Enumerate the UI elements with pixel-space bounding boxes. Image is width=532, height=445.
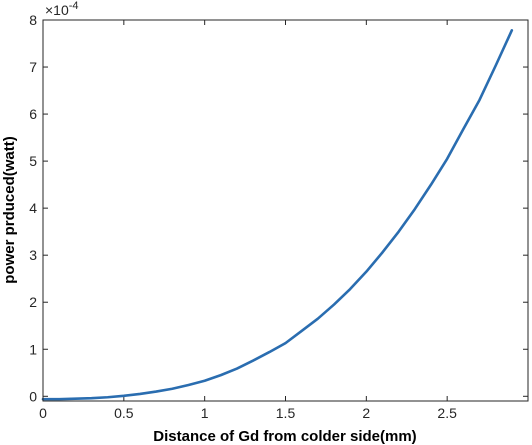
y-exponent-base: ×10: [45, 2, 69, 18]
y-tick-label: 5: [29, 153, 37, 169]
y-tick-label: 8: [29, 12, 37, 28]
x-tick-label: 0.5: [114, 405, 134, 421]
y-tick-label: 1: [29, 341, 37, 357]
plot-box: [42, 19, 529, 402]
x-tick-label: 0: [39, 405, 47, 421]
plot-area: [43, 20, 528, 401]
tick-labels: 0 0.5 1 1.5 2 2.5 0 1 2 3 4 5 6 7 8: [29, 12, 457, 421]
y-tick-label: 3: [29, 247, 37, 263]
x-axis-label: Distance of Gd from colder side(mm): [153, 428, 416, 445]
series-line: [41, 29, 514, 401]
y-tick-label: 0: [29, 388, 37, 404]
y-tick-label: 4: [29, 200, 37, 216]
x-tick-label: 2.5: [437, 405, 457, 421]
ticks: [42, 19, 528, 401]
y-exponent-power: -4: [69, 0, 79, 12]
x-tick-label: 1: [201, 405, 209, 421]
y-tick-label: 6: [29, 106, 37, 122]
y-tick-label: 2: [29, 294, 37, 310]
y-exponent-label: ×10-4: [45, 0, 79, 18]
x-tick-label: 1.5: [276, 405, 296, 421]
y-axis-label: power prduced(watt): [1, 136, 18, 284]
y-tick-label: 7: [29, 59, 37, 75]
x-tick-label: 2: [362, 405, 370, 421]
